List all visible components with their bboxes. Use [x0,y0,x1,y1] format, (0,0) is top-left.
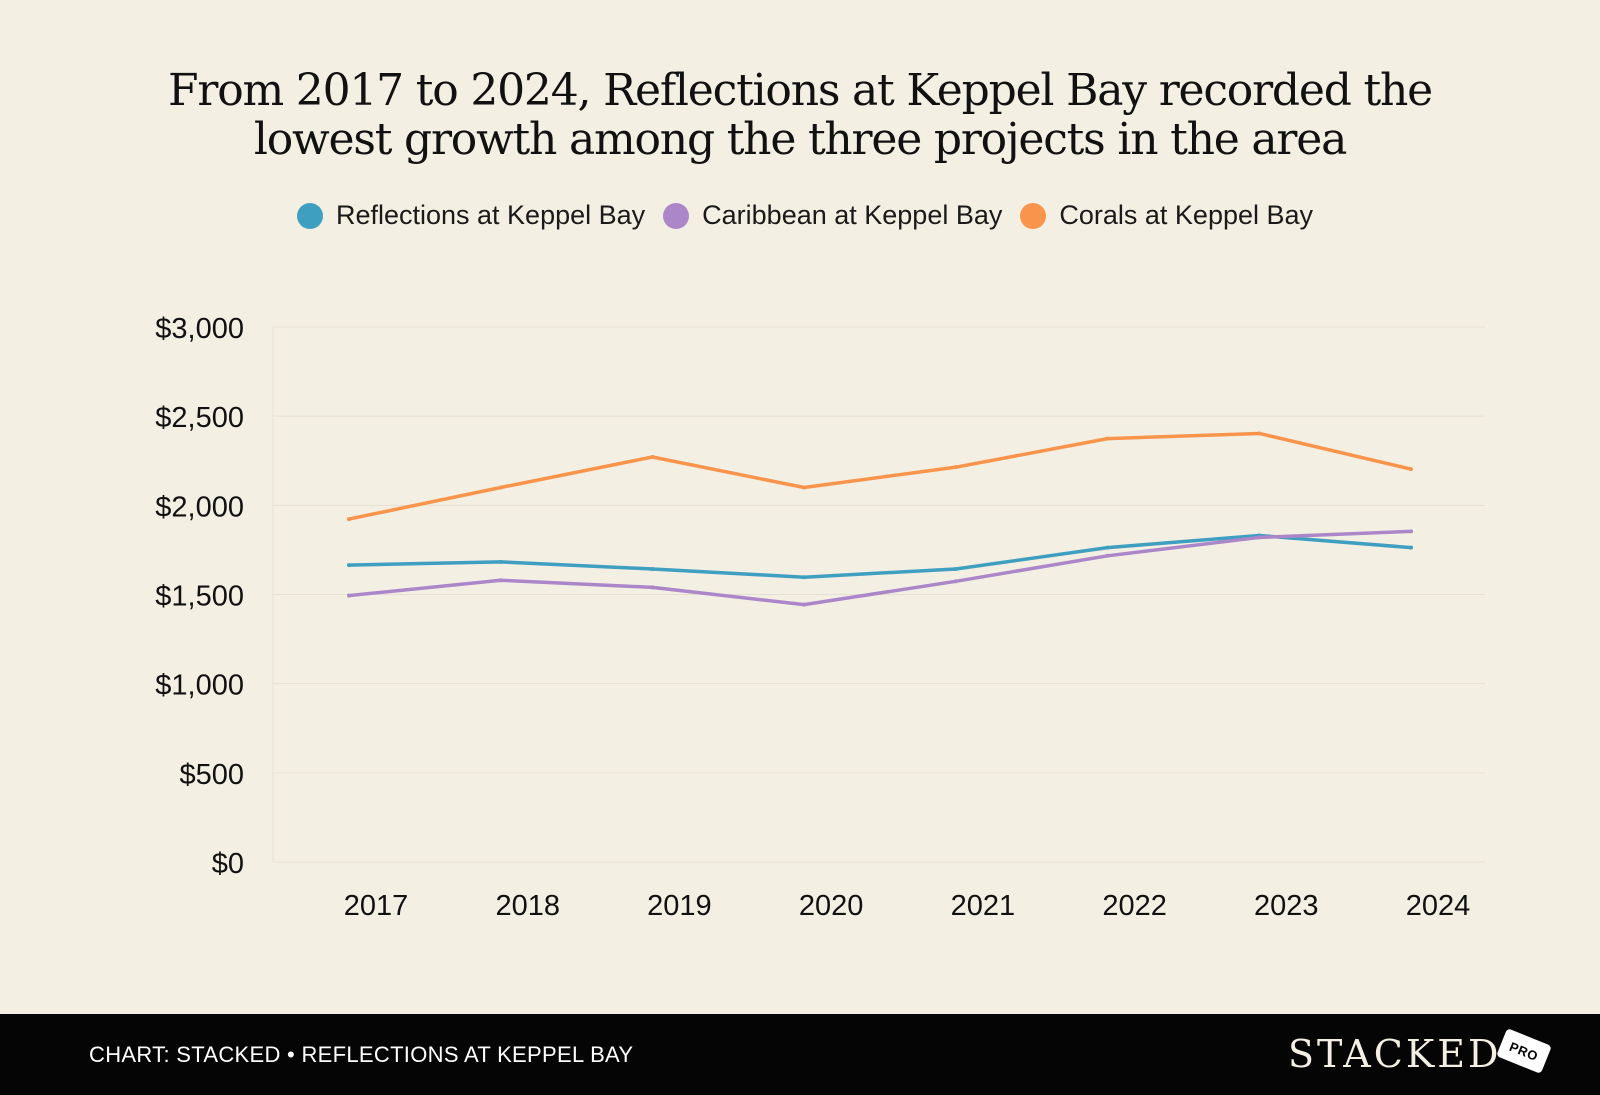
x-tick-label: 2023 [1254,890,1319,922]
data-point-reflections [953,566,958,571]
legend-marker-reflections [296,202,323,229]
data-point-corals [650,455,655,460]
y-tick-label: $2,000 [155,491,244,523]
line-chart: $0 $500 $1,000 $1,500 $2,000 $2,500 $3,000 2017… [155,313,1485,922]
series-line-corals [347,431,1413,521]
x-tick-label: 2017 [344,890,409,922]
legend-marker-corals [1020,202,1047,229]
y-tick-label: $2,500 [155,402,244,434]
data-point-caribbean [1409,529,1413,534]
data-point-caribbean [953,579,958,584]
legend: Reflections at Keppel Bay Caribbean at K… [0,200,1600,231]
chart-title-line-1: From 2017 to 2024, Reflections at Keppel… [168,65,1433,116]
y-tick-label: $500 [179,759,244,791]
data-point-corals [802,485,807,490]
legend-item-reflections: Reflections at Keppel Bay [296,200,646,231]
x-tick-label: 2019 [647,890,712,922]
data-point-caribbean [650,585,655,590]
x-tick-label: 2024 [1406,890,1471,922]
legend-label-reflections: Reflections at Keppel Bay [335,200,646,230]
legend-marker-caribbean [663,202,690,229]
x-tick-label: 2022 [1102,890,1167,922]
legend-item-corals: Corals at Keppel Bay [1020,200,1313,231]
data-point-caribbean [1257,535,1262,540]
data-point-reflections [1409,545,1413,550]
y-tick-label: $1,000 [155,670,244,702]
data-point-caribbean [1105,553,1110,558]
x-tick-label: 2020 [799,890,864,922]
pro-badge: PRO [1496,1028,1552,1074]
data-point-corals [347,517,351,522]
series-line-caribbean [347,529,1413,607]
legend-label-caribbean: Caribbean at Keppel Bay [702,200,1003,230]
data-point-corals [1409,467,1413,472]
chart-title-line-2: lowest growth among the three projects i… [253,114,1347,165]
y-tick-label: $0 [212,848,244,880]
x-tick-label: 2021 [951,890,1016,922]
footer-bar: CHART: STACKED • REFLECTIONS AT KEPPEL B… [0,1014,1600,1095]
legend-label-corals: Corals at Keppel Bay [1059,200,1314,230]
data-point-caribbean [347,593,351,598]
legend-item-caribbean: Caribbean at Keppel Bay [663,200,1002,231]
x-tick-label: 2018 [495,890,560,922]
y-tick-label: $3,000 [155,313,244,345]
data-point-corals [953,465,958,470]
chart-title: From 2017 to 2024, Reflections at Keppel… [0,66,1600,164]
data-point-reflections [1105,545,1110,550]
data-point-corals [498,485,503,490]
data-point-reflections [498,559,503,564]
brand-logo: STACKED [1288,1032,1502,1076]
series-line-reflections [347,533,1413,579]
y-tick-label: $1,500 [155,581,244,613]
data-point-corals [1105,436,1110,441]
data-point-caribbean [802,602,807,607]
data-point-caribbean [498,578,503,583]
footer-caption: CHART: STACKED • REFLECTIONS AT KEPPEL B… [89,1042,634,1067]
data-point-reflections [802,575,807,580]
data-point-reflections [347,563,351,568]
data-point-reflections [650,566,655,571]
data-point-corals [1257,431,1262,436]
